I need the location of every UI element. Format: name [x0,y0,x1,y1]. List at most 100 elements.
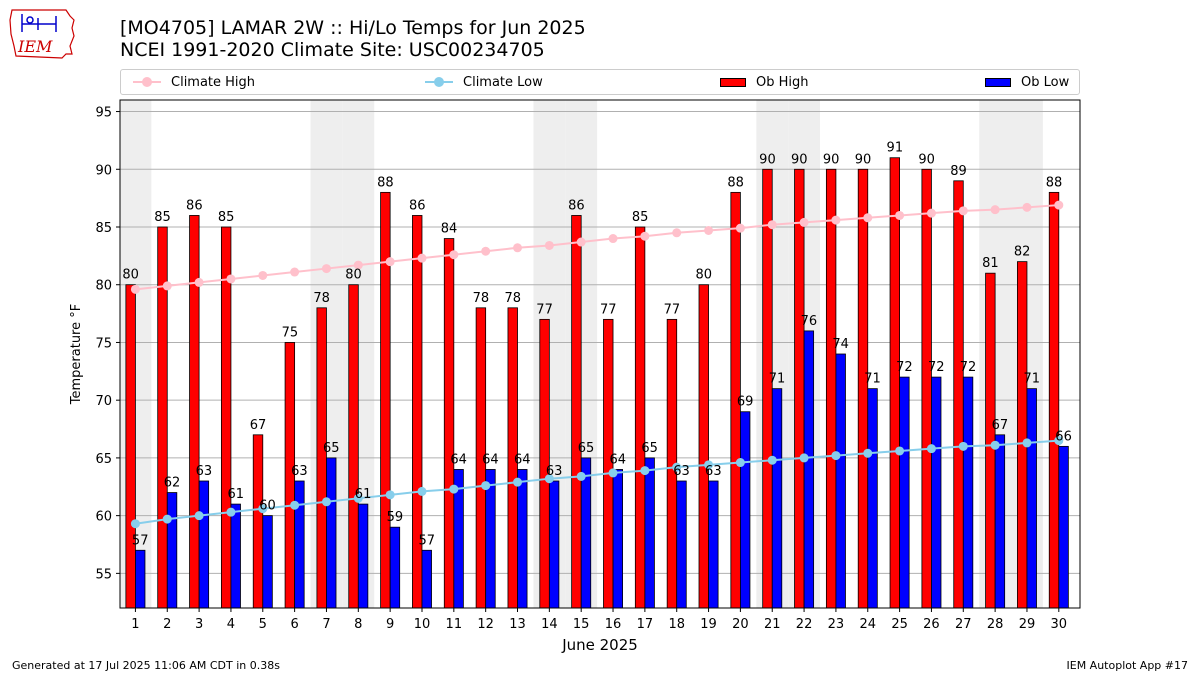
chart-title: [MO4705] LAMAR 2W :: Hi/Lo Temps for Jun… [120,17,586,39]
generated-note: Generated at 17 Jul 2025 11:06 AM CDT in… [12,659,280,672]
climate-high-point [544,240,554,250]
x-tick-label: 19 [700,617,717,632]
x-tick-label: 20 [732,617,749,632]
ob-high-bar [443,238,455,609]
x-tick-label: 10 [414,617,431,632]
ob-low-bar [994,434,1006,609]
legend-item-climate-high: Climate High [133,70,255,94]
ob-low-swatch [985,77,1011,87]
y-tick-label: 60 [95,510,112,525]
climate-high-point [895,210,905,220]
climate-high-point [767,220,777,230]
ob-low-label: 66 [1055,429,1072,444]
ob-high-bar [889,157,900,609]
y-tick-label: 65 [95,452,112,467]
app-credit: IEM Autoplot App #17 [1066,659,1189,672]
x-tick-label: 9 [386,617,394,632]
ob-high-label: 90 [918,152,935,167]
climate-high-point [799,217,809,227]
x-tick-label: 21 [764,617,781,632]
x-tick-label: 7 [322,617,330,632]
y-tick-label: 70 [95,394,112,409]
ob-low-bar [771,388,783,609]
climate-high-point [290,267,300,277]
x-tick-label: 17 [637,617,654,632]
climate-high-point [990,205,1000,215]
climate-low-point [513,477,523,487]
ob-low-label: 62 [164,476,181,491]
x-tick-label: 25 [891,617,908,632]
ob-low-bar [357,503,369,609]
ob-low-bar [548,480,560,609]
y-tick-label: 95 [95,106,112,121]
climate-low-point [481,481,491,491]
ob-low-label: 63 [291,464,308,479]
climate-low-point [544,474,554,484]
ob-low-bar [166,492,178,609]
climate-low-point [290,500,300,510]
y-tick-label: 90 [95,163,112,178]
ob-high-label: 77 [664,302,681,317]
ob-low-label: 72 [928,360,945,375]
climate-high-point [321,264,331,274]
ob-low-label: 64 [482,452,499,467]
climate-low-point [958,441,968,451]
ob-low-bar [389,526,401,609]
ob-high-bar [634,226,646,609]
ob-high-bar [189,215,200,609]
ob-low-bar [326,457,337,609]
x-tick-label: 24 [859,617,876,632]
legend-item-ob-low: Ob Low [985,70,1069,94]
ob-low-label: 72 [960,360,977,375]
y-tick-label: 75 [95,336,112,351]
ob-low-bar [612,469,623,609]
climate-high-point [672,228,682,238]
ob-low-bar [899,376,910,609]
x-tick-label: 8 [354,617,362,632]
climate-high-point [640,231,650,241]
x-tick-label: 18 [668,617,685,632]
ob-low-label: 64 [514,452,531,467]
ob-low-bar [230,503,241,609]
ob-high-label: 80 [696,268,713,283]
legend-label-climate-low: Climate Low [463,74,543,90]
x-axis-title: June 2025 [561,636,638,654]
ob-low-label: 74 [832,337,849,352]
y-tick-label: 85 [95,221,112,236]
chart-legend: Climate High Climate Low Ob High Ob Low [120,69,1080,95]
ob-high-label: 90 [759,152,776,167]
climate-low-point [258,504,268,514]
ob-high-bar [316,307,327,609]
climate-high-point [385,257,395,267]
ob-low-bar [708,480,719,609]
ob-high-bar [698,284,709,609]
climate-low-point [767,455,777,465]
ob-high-label: 80 [122,268,139,283]
x-tick-label: 30 [1051,617,1068,632]
ob-low-label: 57 [418,533,435,548]
ob-low-bar [294,480,305,609]
ob-high-bar [921,168,932,609]
x-tick-label: 14 [541,617,558,632]
ob-low-label: 60 [259,499,276,514]
ob-high-bar [1017,261,1028,609]
ob-low-bar [485,469,496,609]
ob-low-bar [931,376,942,609]
climate-high-point [608,234,618,244]
ob-low-label: 61 [227,487,244,502]
climate-low-point [576,471,586,481]
ob-low-label: 63 [705,464,722,479]
ob-high-label: 85 [154,210,171,225]
x-tick-label: 23 [828,617,845,632]
ob-high-label: 90 [855,152,872,167]
ob-high-label: 88 [727,175,744,190]
ob-low-bar [962,376,974,609]
ob-low-bar [421,549,432,609]
climate-low-swatch [425,77,453,87]
climate-low-point [799,453,809,463]
ob-low-bar [1026,388,1037,609]
climate-high-point [576,237,586,247]
x-tick-label: 3 [195,617,203,632]
climate-high-point [417,253,427,263]
climate-high-point [1022,202,1032,212]
